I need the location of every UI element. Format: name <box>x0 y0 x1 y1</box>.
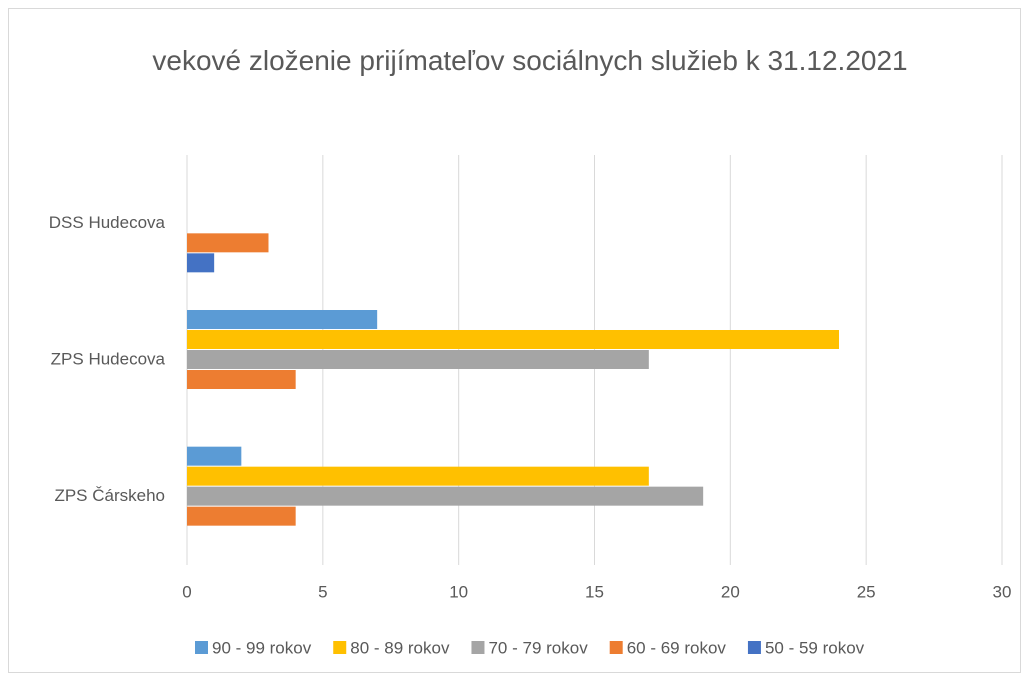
legend-label: 50 - 59 rokov <box>765 638 865 657</box>
bar <box>187 233 269 253</box>
legend-swatch <box>195 641 208 654</box>
y-tick-label: ZPS Čárskeho <box>54 486 165 505</box>
legend-label: 80 - 89 rokov <box>350 638 450 657</box>
x-tick-label: 5 <box>318 582 327 601</box>
legend-swatch <box>609 641 623 654</box>
bar <box>187 310 378 329</box>
bar <box>187 466 649 486</box>
legend-label: 90 - 99 rokov <box>212 638 312 657</box>
bar <box>187 446 242 466</box>
legend-label: 70 - 79 rokov <box>488 638 588 657</box>
x-tick-label: 30 <box>993 582 1012 601</box>
bar <box>187 370 296 389</box>
chart-title: vekové zloženie prijímateľov sociálnych … <box>152 45 908 76</box>
legend-swatch <box>747 641 761 654</box>
bar <box>187 350 649 369</box>
x-tick-label: 0 <box>182 582 191 601</box>
bar <box>187 486 704 506</box>
legend-swatch <box>333 641 347 654</box>
y-tick-label: DSS Hudecova <box>49 213 166 232</box>
y-tick-label: ZPS Hudecova <box>51 349 166 368</box>
x-tick-label: 15 <box>585 582 604 601</box>
legend-swatch <box>471 641 485 654</box>
bar <box>187 330 839 349</box>
bar <box>187 253 215 273</box>
x-tick-label: 25 <box>857 582 876 601</box>
legend-label: 60 - 69 rokov <box>627 638 727 657</box>
bar <box>187 506 296 526</box>
x-tick-label: 20 <box>721 582 740 601</box>
x-tick-label: 10 <box>449 582 468 601</box>
